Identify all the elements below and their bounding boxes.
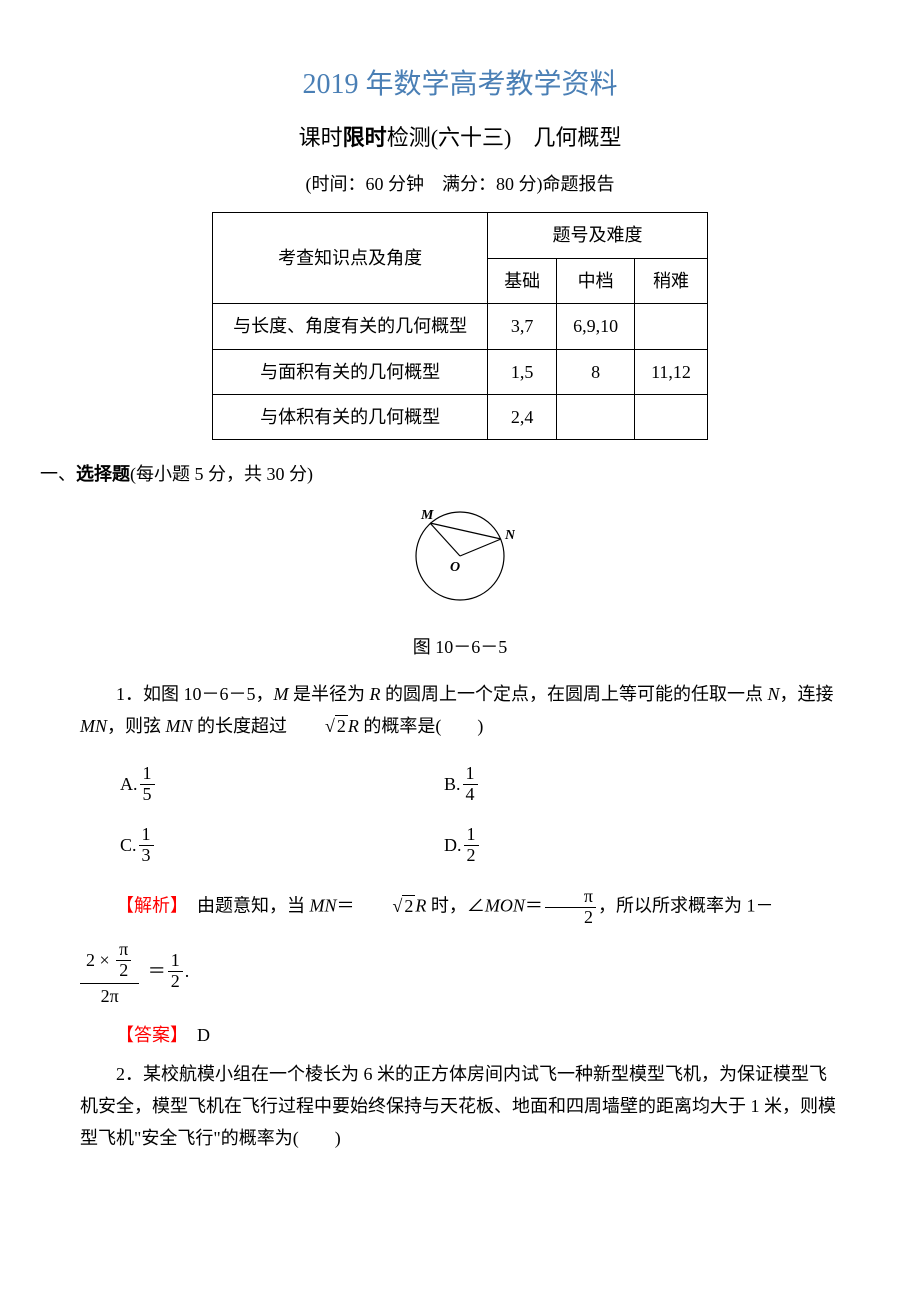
fraction: 13 <box>139 825 154 866</box>
sqrt-icon: 2 <box>355 890 416 922</box>
q1-expression: 2 × π2 2π ＝ 12. <box>80 934 840 1009</box>
fraction: 14 <box>463 764 478 805</box>
col-header-topic: 考查知识点及角度 <box>213 213 488 304</box>
big-fraction: 2 × π2 2π <box>80 938 139 1009</box>
level-hard: 稍难 <box>635 258 708 303</box>
cell: 11,12 <box>635 349 708 394</box>
table-row: 与长度、角度有关的几何概型 3,7 6,9,10 <box>213 304 708 349</box>
fraction: π2 <box>545 887 596 928</box>
subtitle-bold: 限时 <box>343 125 387 150</box>
cell <box>557 394 635 439</box>
cell: 2,4 <box>488 394 557 439</box>
col-header-group: 题号及难度 <box>488 213 708 258</box>
q1-answer: 【答案】 D <box>80 1019 840 1051</box>
section-header: 一、选择题(每小题 5 分，共 30 分) <box>40 458 840 490</box>
level-basic: 基础 <box>488 258 557 303</box>
exam-meta: (时间：60 分钟 满分：80 分)命题报告 <box>80 168 840 200</box>
figure-10-6-5: M N O <box>80 501 840 623</box>
cell: 3,7 <box>488 304 557 349</box>
label-O: O <box>450 560 460 575</box>
circle-diagram: M N O <box>405 501 515 613</box>
row-label: 与长度、角度有关的几何概型 <box>213 304 488 349</box>
q1-stem: 1．如图 10－6－5，M 是半径为 R 的圆周上一个定点，在圆周上等可能的任取… <box>80 678 840 743</box>
label-N: N <box>504 528 515 543</box>
answer-label: 【答案】 <box>116 1025 179 1045</box>
choice-A: A. 15 <box>120 764 444 805</box>
cell: 8 <box>557 349 635 394</box>
subtitle-prefix: 课时 <box>299 125 343 150</box>
cell: 6,9,10 <box>557 304 635 349</box>
figure-caption: 图 10－6－5 <box>80 631 840 663</box>
fraction: π2 <box>116 940 131 981</box>
choice-B: B. 14 <box>444 764 768 805</box>
sqrt-icon: 2 <box>287 710 348 742</box>
analysis-label: 【解析】 <box>116 896 179 916</box>
level-medium: 中档 <box>557 258 635 303</box>
page-title: 2019 年数学高考教学资料 <box>80 60 840 110</box>
fraction: 12 <box>464 825 479 866</box>
row-label: 与面积有关的几何概型 <box>213 349 488 394</box>
q2-stem: 2．某校航模小组在一个棱长为 6 米的正方体房间内试飞一种新型模型飞机，为保证模… <box>80 1058 840 1155</box>
q1-choices: A. 15 B. 14 C. 13 D. 12 <box>120 754 840 875</box>
fraction: 12 <box>168 951 183 992</box>
label-M: M <box>420 508 434 523</box>
section-prefix: 一、 <box>40 464 76 484</box>
q1-analysis: 【解析】 由题意知，当 MN＝2R 时，∠MON＝π2，所以所求概率为 1－ <box>80 887 840 928</box>
section-suffix: (每小题 5 分，共 30 分) <box>130 464 313 484</box>
fraction: 15 <box>140 764 155 805</box>
table-row: 与体积有关的几何概型 2,4 <box>213 394 708 439</box>
topic-table: 考查知识点及角度 题号及难度 基础 中档 稍难 与长度、角度有关的几何概型 3,… <box>212 212 708 440</box>
cell: 1,5 <box>488 349 557 394</box>
subtitle: 课时限时检测(六十三) 几何概型 <box>80 118 840 158</box>
table-row: 与面积有关的几何概型 1,5 8 11,12 <box>213 349 708 394</box>
cell <box>635 394 708 439</box>
row-label: 与体积有关的几何概型 <box>213 394 488 439</box>
cell <box>635 304 708 349</box>
section-bold: 选择题 <box>76 464 130 484</box>
subtitle-suffix: 检测(六十三) 几何概型 <box>387 125 622 150</box>
choice-D: D. 12 <box>444 825 768 866</box>
choice-C: C. 13 <box>120 825 444 866</box>
